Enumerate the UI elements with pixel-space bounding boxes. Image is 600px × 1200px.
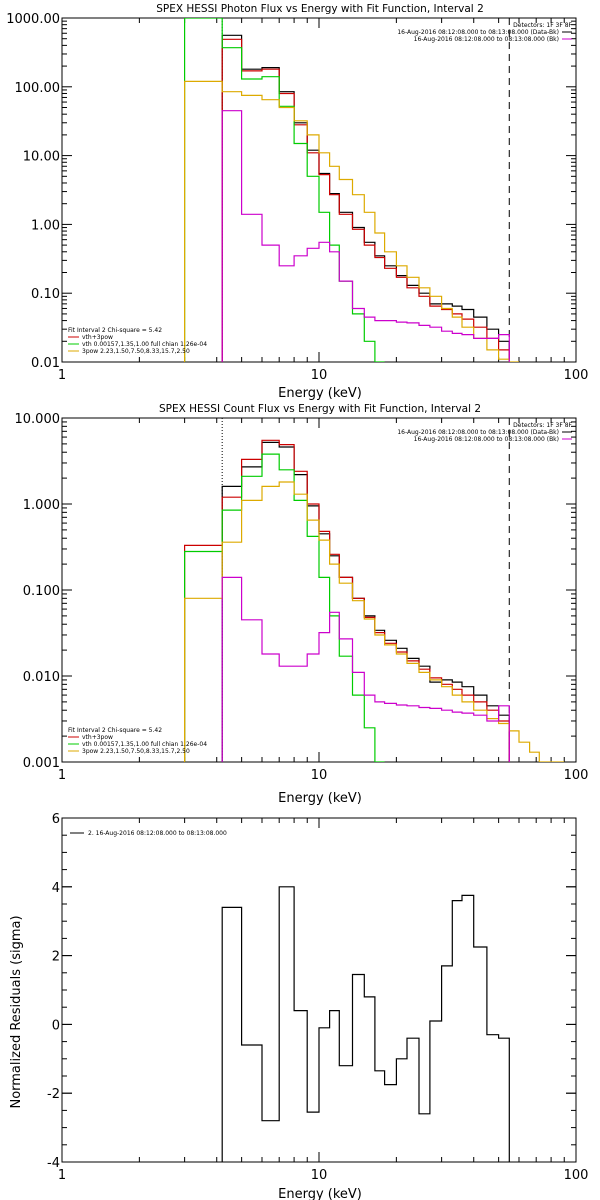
legend-entry: 16-Aug-2016 08:12:08.000 to 08:13:08.000… <box>414 436 559 443</box>
legend-title: Detectors: 1F 3F 8F <box>513 422 572 429</box>
series-line <box>221 34 510 362</box>
y-axis-label: Normalized Residuals (sigma) <box>9 915 24 1108</box>
y-tick-label: 0.001 <box>23 756 60 771</box>
x-tick-label: 10 <box>311 368 328 383</box>
legend-entry: vth 0.00157,1.35,1.00 full chian 1.26e-0… <box>82 741 207 748</box>
legend-entry: vth 0.00157,1.35,1.00 full chian 1.26e-0… <box>82 341 207 348</box>
y-tick-label: 0 <box>52 1018 60 1033</box>
y-tick-label: 0.10 <box>31 287 60 302</box>
residuals-chart: Energy (keV) Normalized Residuals (sigma… <box>9 812 588 1200</box>
legend-title: Fit Interval 2 Chi-square = 5.42 <box>68 327 162 334</box>
series-line <box>184 18 385 362</box>
series-line <box>221 110 510 362</box>
chart-title: SPEX HESSI Photon Flux vs Energy with Fi… <box>156 3 484 15</box>
x-tick-label: 10 <box>311 768 328 783</box>
y-tick-label: 100.00 <box>15 81 61 96</box>
y-tick-label: 2 <box>52 950 60 965</box>
y-tick-label: 0.01 <box>31 356 60 371</box>
series-line <box>221 576 510 762</box>
chart-title: SPEX HESSI Count Flux vs Energy with Fit… <box>159 403 481 415</box>
series-line <box>184 453 385 762</box>
x-tick-label: 1 <box>58 368 66 383</box>
photon-flux-chart: SPEX HESSI Photon Flux vs Energy with Fi… <box>6 3 588 401</box>
x-tick-label: 1 <box>58 1168 66 1183</box>
series-line <box>184 481 565 762</box>
x-tick-label: 1 <box>58 768 66 783</box>
x-tick-label: 10 <box>311 1168 328 1183</box>
series-line <box>221 38 510 362</box>
y-tick-label: 1000.00 <box>6 12 60 27</box>
x-axis-label: Energy (keV) <box>278 1187 362 1200</box>
y-tick-label: 10.000 <box>15 412 61 427</box>
legend-entry: 3pow 2.23,1.50,7.50,8.33,15.7,2.50 <box>82 348 190 355</box>
legend-title: Fit Interval 2 Chi-square = 5.42 <box>68 727 162 734</box>
x-axis-label: Energy (keV) <box>278 791 362 806</box>
legend-entry: 16-Aug-2016 08:12:08.000 to 08:13:08.000… <box>397 429 559 436</box>
y-tick-label: 1.000 <box>23 498 60 513</box>
x-axis-label: Energy (keV) <box>278 386 362 401</box>
legend-entry: 3pow 2.23,1.50,7.50,8.33,15.7,2.50 <box>82 748 190 755</box>
legend-title: Detectors: 1F 3F 8F <box>513 22 572 29</box>
y-tick-label: -2 <box>47 1087 60 1102</box>
y-tick-label: 10.00 <box>23 150 60 165</box>
y-tick-label: 0.100 <box>23 584 60 599</box>
y-tick-label: 6 <box>52 812 60 827</box>
y-tick-label: 0.010 <box>23 670 60 685</box>
legend-entry: 2. 16-Aug-2016 08:12:08.000 to 08:13:08.… <box>88 830 227 837</box>
series-line <box>184 80 519 362</box>
legend-entry: vth+3pow <box>82 734 113 741</box>
series-line <box>221 441 510 762</box>
x-tick-label: 100 <box>564 368 589 383</box>
series-line <box>184 439 510 762</box>
y-tick-label: 1.00 <box>31 218 60 233</box>
count-flux-chart: SPEX HESSI Count Flux vs Energy with Fit… <box>15 403 589 806</box>
y-tick-label: 4 <box>52 881 60 896</box>
legend-entry: vth+3pow <box>82 334 113 341</box>
legend-entry: 16-Aug-2016 08:12:08.000 to 08:13:08.000… <box>414 36 559 43</box>
series-line <box>221 886 510 1162</box>
y-tick-label: -4 <box>47 1156 60 1171</box>
x-tick-label: 100 <box>564 1168 589 1183</box>
x-tick-label: 100 <box>564 768 589 783</box>
legend-entry: 16-Aug-2016 08:12:08.000 to 08:13:08.000… <box>397 29 559 36</box>
